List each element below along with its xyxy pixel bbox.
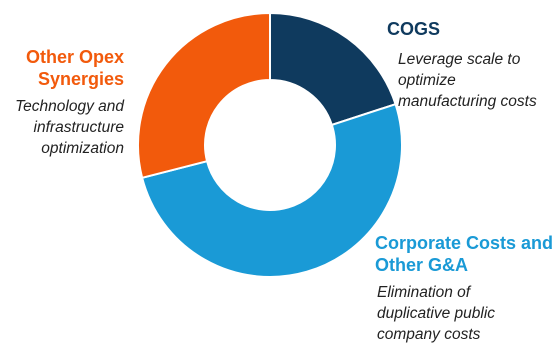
opex-desc-line-1: Technology and (15, 98, 124, 115)
opex-desc-line-3: optimization (41, 140, 124, 157)
corp-desc-line-3: company costs (377, 326, 481, 343)
cogs-desc-line-2: optimize (398, 72, 456, 89)
cogs-title-line: COGS (387, 19, 441, 39)
cogs-desc-line-1: Leverage scale to (398, 51, 521, 68)
label-other-opex: Other Opex Synergies Technology and infr… (15, 46, 124, 159)
opex-title-line-2: Synergies (37, 69, 124, 89)
cogs-description: Leverage scale to optimize manufacturing… (398, 49, 537, 112)
cogs-title: COGS (387, 18, 537, 40)
corp-title: Corporate Costs and Other G&A (375, 232, 553, 276)
corp-desc-line-1: Elimination of (377, 284, 471, 301)
donut-slice-other-opex-synergies (137, 11, 271, 180)
donut-slice-corporate-costs-and-other-g-a (140, 102, 403, 278)
corp-description: Elimination of duplicative public compan… (377, 282, 553, 345)
label-corporate-costs: Corporate Costs and Other G&A Eliminatio… (375, 232, 553, 345)
opex-title-line-1: Other Opex (25, 47, 124, 67)
corp-desc-line-2: duplicative public (377, 305, 496, 322)
donut-slice-cogs (269, 11, 397, 127)
opex-title: Other Opex Synergies (15, 46, 124, 90)
opex-description: Technology and infrastructure optimizati… (15, 96, 124, 159)
label-cogs: COGS Leverage scale to optimize manufact… (387, 18, 537, 112)
cogs-desc-line-3: manufacturing costs (398, 93, 537, 110)
opex-desc-line-2: infrastructure (33, 119, 124, 136)
corp-title-line-1: Corporate Costs and (375, 233, 554, 253)
corp-title-line-2: Other G&A (375, 255, 469, 275)
